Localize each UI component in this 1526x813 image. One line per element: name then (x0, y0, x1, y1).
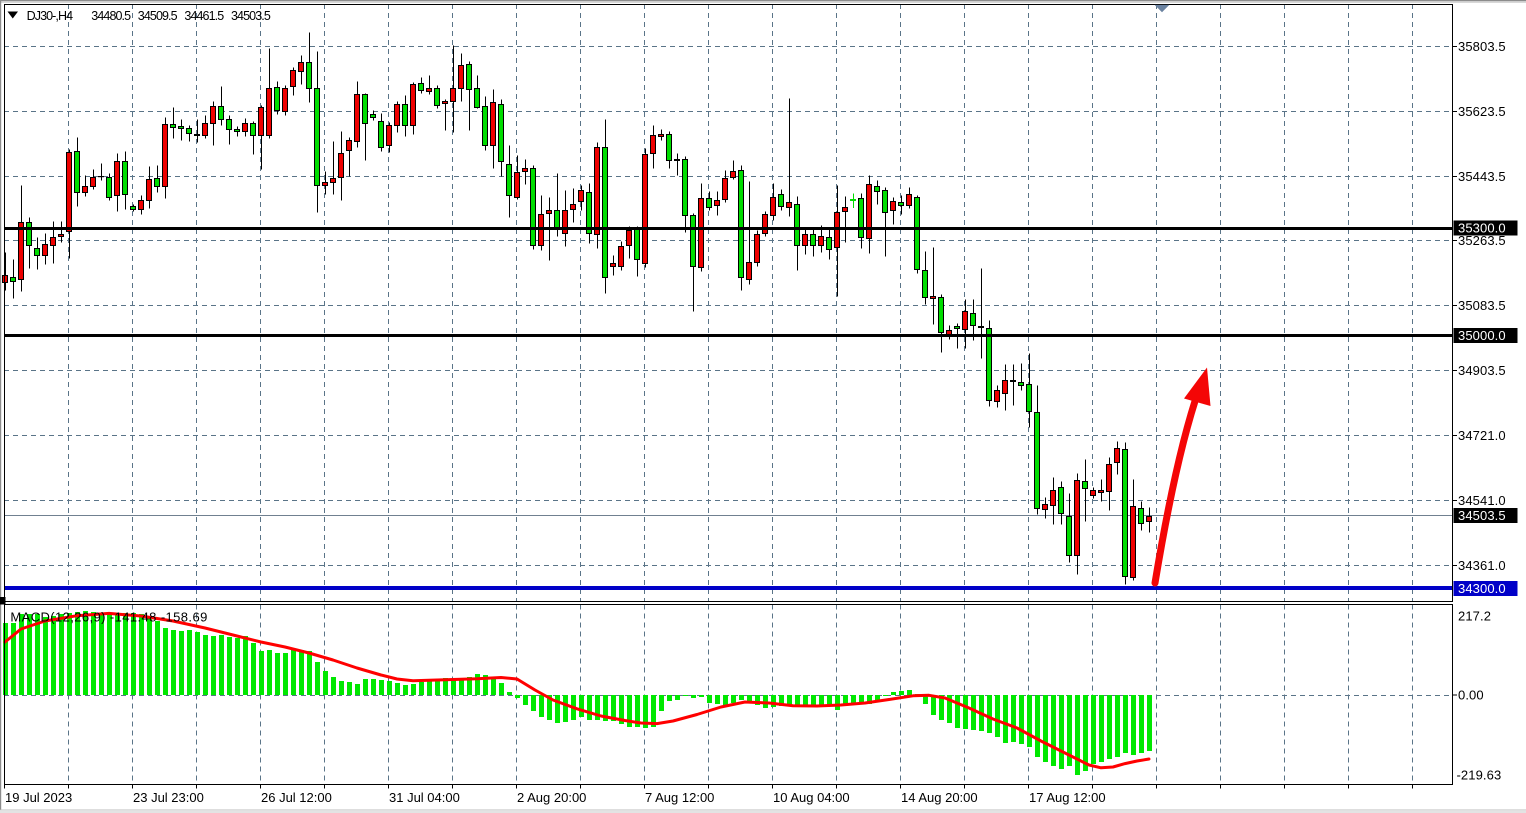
svg-text:34721.0: 34721.0 (1458, 428, 1506, 443)
svg-text:0.00: 0.00 (1458, 688, 1484, 703)
svg-text:35263.5: 35263.5 (1458, 233, 1506, 248)
svg-text:10 Aug 04:00: 10 Aug 04:00 (773, 790, 850, 805)
svg-text:-219.63: -219.63 (1457, 768, 1502, 783)
svg-text:34300.0: 34300.0 (1458, 581, 1506, 596)
svg-text:34509.5: 34509.5 (138, 9, 178, 23)
svg-text:34461.5: 34461.5 (184, 9, 224, 23)
svg-text:14 Aug 20:00: 14 Aug 20:00 (901, 790, 978, 805)
svg-text:19 Jul 2023: 19 Jul 2023 (5, 790, 72, 805)
svg-text:34480.5: 34480.5 (91, 9, 131, 23)
svg-text:35000.0: 35000.0 (1458, 328, 1506, 343)
svg-text:34361.0: 34361.0 (1458, 558, 1506, 573)
svg-text:34503.5: 34503.5 (231, 9, 271, 23)
svg-text:31 Jul 04:00: 31 Jul 04:00 (389, 790, 460, 805)
svg-text:23 Jul 23:00: 23 Jul 23:00 (133, 790, 204, 805)
svg-text:35083.5: 35083.5 (1458, 298, 1506, 313)
svg-text:34903.5: 34903.5 (1458, 363, 1506, 378)
svg-text:26 Jul 12:00: 26 Jul 12:00 (261, 790, 332, 805)
svg-text:7 Aug 12:00: 7 Aug 12:00 (645, 790, 714, 805)
svg-text:DJ30-,H4: DJ30-,H4 (27, 9, 74, 23)
svg-text:35300.0: 35300.0 (1458, 221, 1506, 236)
svg-text:35443.5: 35443.5 (1458, 169, 1506, 184)
svg-text:35623.5: 35623.5 (1458, 104, 1506, 119)
svg-text:34541.0: 34541.0 (1458, 493, 1506, 508)
svg-text:MACD(12,26,9) -141.48 -158.69: MACD(12,26,9) -141.48 -158.69 (10, 609, 207, 624)
svg-text:217.2: 217.2 (1458, 608, 1491, 623)
svg-text:35803.5: 35803.5 (1458, 39, 1506, 54)
svg-text:34503.5: 34503.5 (1458, 508, 1506, 523)
svg-text:2 Aug 20:00: 2 Aug 20:00 (517, 790, 586, 805)
svg-text:17 Aug 12:00: 17 Aug 12:00 (1029, 790, 1106, 805)
